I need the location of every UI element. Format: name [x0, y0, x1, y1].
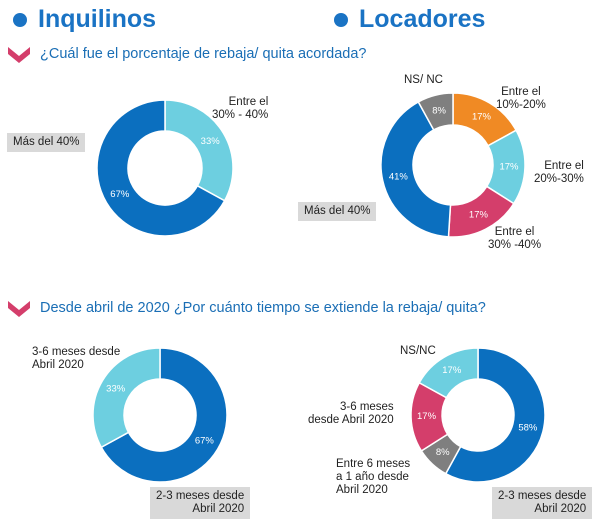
category-label: Entre 6 meses a 1 año desde Abril 2020: [336, 458, 411, 496]
donut-slice: [92, 347, 161, 449]
donut-slice: [444, 347, 546, 483]
value-label: 17%: [442, 365, 462, 376]
header: Locadores: [359, 5, 486, 33]
value-label: 17%: [469, 209, 489, 220]
category-label: Entre el 20%-30%: [534, 160, 584, 185]
value-label: 33%: [106, 383, 126, 394]
question: ¿Cuál fue el porcentaje de rebaja/ quita…: [40, 46, 367, 62]
category-label: Más del 40%: [298, 202, 377, 221]
bullet: [13, 13, 27, 27]
category-label: 2-3 meses desde Abril 2020: [150, 487, 251, 519]
category-label: NS/ NC: [404, 74, 443, 86]
category-label: 3-6 meses desde Abril 2020: [32, 346, 121, 371]
category-label: Entre el 30% - 40%: [212, 96, 269, 121]
donut-slice: [418, 347, 479, 399]
value-label: 17%: [499, 161, 519, 172]
donut-slice: [380, 100, 452, 238]
value-label: 67%: [195, 436, 215, 447]
category-label: Entre el 30% -40%: [488, 226, 542, 251]
value-label: 67%: [110, 189, 130, 200]
chevron: [8, 301, 30, 317]
category-label: Entre el 10%-20%: [496, 86, 546, 111]
category-label: 3-6 meses desde Abril 2020: [308, 401, 394, 426]
donut-slice: [96, 99, 226, 237]
bullet: [334, 13, 348, 27]
question: Desde abril de 2020 ¿Por cuánto tiempo s…: [40, 300, 486, 316]
value-label: 8%: [436, 447, 450, 458]
value-label: 33%: [201, 136, 221, 147]
donut-slice: [164, 99, 234, 202]
value-label: 17%: [472, 111, 492, 122]
value-label: 8%: [432, 105, 446, 116]
category-label: 2-3 meses desde Abril 2020: [492, 487, 593, 519]
category-label: Más del 40%: [7, 133, 86, 152]
value-label: 17%: [417, 411, 437, 422]
value-label: 41%: [389, 172, 409, 183]
category-label: NS/NC: [400, 345, 436, 357]
chevron: [8, 47, 30, 63]
donut-slice: [417, 92, 454, 131]
donut-slice: [100, 347, 228, 483]
value-label: 58%: [518, 422, 538, 433]
header: Inquilinos: [38, 5, 157, 33]
